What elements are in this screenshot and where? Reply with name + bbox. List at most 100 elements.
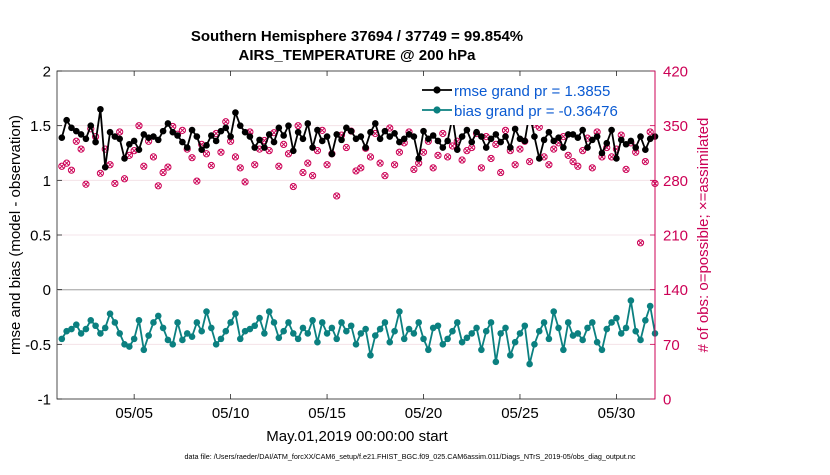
- bias-point: [473, 324, 480, 332]
- bias-point: [357, 330, 365, 337]
- obs-possible-point: [149, 153, 158, 161]
- rmse-point: [569, 131, 577, 138]
- rmse-point: [367, 128, 374, 136]
- rmse-point: [290, 147, 297, 155]
- left-tick-label: 2: [43, 64, 51, 81]
- obs-possible-point: [381, 172, 389, 180]
- rmse-point: [97, 105, 104, 113]
- rmse-point: [560, 144, 567, 151]
- rmse-point: [121, 155, 128, 162]
- bias-point: [405, 325, 413, 333]
- obs-possible-point: [217, 148, 225, 156]
- rmse-point: [463, 126, 471, 134]
- obs-assimilated-point: [136, 123, 142, 129]
- obs-assimilated-point: [618, 132, 624, 138]
- rmse-point: [362, 144, 369, 151]
- bias-point: [164, 336, 172, 344]
- obs-assimilated-point: [257, 146, 263, 152]
- obs-possible-point: [140, 162, 148, 170]
- rmse-point: [357, 133, 365, 140]
- legend-bias-label: bias grand pr = -0.36476: [454, 103, 618, 120]
- rmse-point: [169, 128, 177, 136]
- left-tick-label: 0: [43, 282, 51, 299]
- rmse-point: [603, 139, 611, 147]
- obs-possible-point: [448, 142, 457, 150]
- left-axis-ticks: -1 -0.5 0 0.5 1 1.5 2: [25, 64, 62, 409]
- rmse-point: [439, 144, 447, 151]
- obs-possible-point: [386, 124, 394, 132]
- rmse-point: [502, 133, 509, 140]
- obs-assimilated-point: [73, 138, 79, 144]
- rmse-point: [468, 138, 476, 146]
- bias-point: [222, 327, 230, 335]
- rmse-point: [198, 146, 205, 154]
- rmse-point: [622, 140, 630, 148]
- bias-point: [290, 330, 297, 337]
- rmse-point: [203, 142, 210, 149]
- bias-point: [367, 351, 374, 359]
- bias-point: [396, 308, 403, 315]
- obs-assimilated-point: [633, 149, 639, 155]
- bias-point: [68, 325, 75, 333]
- bias-point: [531, 341, 538, 348]
- chart-title-line2: AIRS_TEMPERATURE @ 200 hPa: [239, 47, 477, 64]
- rmse-point: [82, 135, 90, 143]
- rmse-point: [371, 120, 379, 127]
- obs-assimilated-point: [208, 163, 214, 168]
- obs-assimilated-point: [353, 168, 359, 174]
- bias-point: [188, 333, 196, 340]
- obs-possible-point: [67, 166, 76, 174]
- bias-point: [425, 346, 432, 354]
- rmse-point: [613, 155, 620, 162]
- obs-possible-point: [550, 145, 558, 153]
- obs-assimilated-point: [560, 134, 566, 140]
- bias-point: [560, 346, 567, 354]
- obs-assimilated-point: [150, 154, 156, 160]
- bias-point: [261, 330, 268, 337]
- obs-assimilated-point: [276, 163, 282, 169]
- rmse-point: [574, 134, 582, 141]
- legend-box: [419, 79, 651, 125]
- bias-point: [439, 341, 447, 348]
- rmse-point: [545, 128, 553, 136]
- rmse-point: [555, 134, 562, 141]
- obs-assimilated-point: [623, 166, 629, 172]
- rmse-point: [584, 144, 591, 151]
- bias-point: [82, 325, 90, 333]
- obs-assimilated-point: [493, 141, 499, 147]
- bias-point: [106, 310, 114, 318]
- bias-point: [318, 319, 326, 326]
- bias-point: [391, 327, 398, 335]
- rmse-point: [420, 127, 427, 135]
- bias-point: [314, 338, 321, 346]
- rmse-point: [376, 135, 384, 143]
- bias-point: [376, 325, 384, 333]
- obs-possible-point: [77, 145, 85, 153]
- bias-point: [434, 322, 442, 330]
- obs-possible-point: [120, 175, 129, 183]
- rmse-point: [299, 135, 307, 143]
- obs-assimilated-point: [223, 119, 229, 125]
- obs-assimilated-point: [319, 127, 325, 133]
- legend-rmse-label: rmse grand pr = 1.3855: [454, 83, 610, 100]
- obs-assimilated-point: [59, 163, 65, 169]
- obs-assimilated-point: [141, 163, 147, 169]
- obs-possible-point: [439, 129, 447, 138]
- obs-possible-point: [207, 161, 215, 170]
- bias-point: [617, 330, 625, 337]
- obs-possible-point: [294, 122, 302, 130]
- obs-possible-point: [323, 161, 331, 169]
- obs-assimilated-point: [126, 152, 132, 158]
- obs-assimilated-point: [218, 149, 224, 155]
- obs-possible-point: [410, 165, 418, 173]
- rmse-point: [482, 144, 490, 151]
- obs-possible-point: [164, 163, 172, 171]
- rmse-point: [535, 155, 543, 162]
- left-axis-label: rmse and bias (model - observation): [7, 115, 24, 355]
- x-tick-label: 05/20: [405, 405, 443, 422]
- bias-point: [58, 335, 66, 343]
- bias-series: [58, 297, 659, 368]
- obs-assimilated-point: [570, 159, 576, 165]
- legend-item-bias: bias grand pr = -0.36476: [422, 103, 618, 120]
- bias-point: [468, 330, 476, 337]
